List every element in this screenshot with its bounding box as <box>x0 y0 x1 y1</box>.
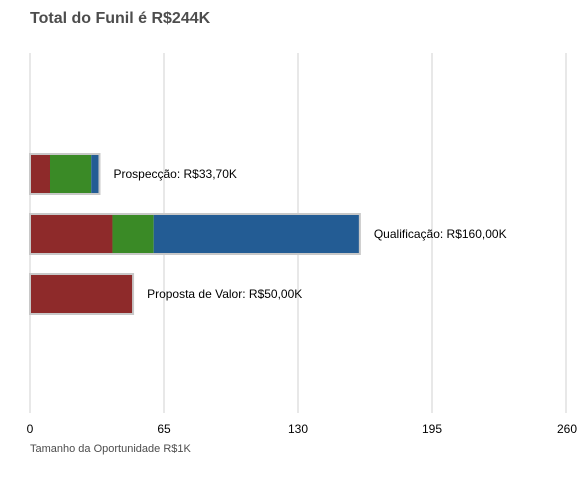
x-axis-ticks: 0 65 130 195 260 <box>27 422 578 436</box>
bar-data-label: Proposta de Valor: R$50,00K <box>147 287 302 301</box>
x-tick-label: 260 <box>557 422 577 436</box>
bar-segment <box>30 214 113 254</box>
bar-data-label: Prospecção: R$33,70K <box>113 167 236 181</box>
bar-segment <box>30 274 134 314</box>
chart-title: Total do Funil é R$244K <box>30 10 211 27</box>
x-tick-label: 195 <box>422 422 442 436</box>
bar-data-label: Qualificação: R$160,00K <box>374 227 507 241</box>
bar-segment <box>30 154 50 194</box>
x-axis-label: Tamanho da Oportunidade R$1K <box>30 443 191 455</box>
bar-labels: Prospecção: R$33,70K Qualificação: R$160,… <box>113 167 506 301</box>
bar-segment <box>49 154 92 194</box>
bar-segment <box>112 214 154 254</box>
x-tick-label: 65 <box>157 422 171 436</box>
x-tick-label: 130 <box>288 422 308 436</box>
bar-outline <box>29 213 361 255</box>
bar-segments <box>29 153 361 315</box>
bar-segment <box>91 154 100 194</box>
bar-segment <box>153 214 360 254</box>
x-tick-label: 0 <box>27 422 34 436</box>
bar-outline <box>29 153 101 195</box>
bar-outline <box>29 273 135 315</box>
